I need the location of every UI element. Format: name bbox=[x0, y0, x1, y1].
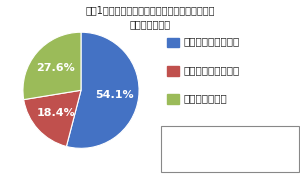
Wedge shape bbox=[24, 90, 81, 146]
Text: 円高・米ドル安方向: 円高・米ドル安方向 bbox=[183, 65, 239, 75]
Wedge shape bbox=[23, 32, 81, 100]
Text: 今後1カ月間の米ドル／円相場の見通しについて
お答えください: 今後1カ月間の米ドル／円相場の見通しについて お答えください bbox=[85, 5, 215, 29]
Text: 54.1%: 54.1% bbox=[95, 90, 134, 99]
Text: （注）四捨五入の関係で全体が
100%に一致しない事がある。: （注）四捨五入の関係で全体が 100%に一致しない事がある。 bbox=[169, 133, 248, 155]
Text: 18.4%: 18.4% bbox=[37, 108, 76, 118]
Wedge shape bbox=[66, 32, 139, 148]
Text: 27.6%: 27.6% bbox=[36, 64, 75, 73]
Text: おおむね横ばい: おおむね横ばい bbox=[183, 93, 227, 103]
Text: 米ドル高・円安方向: 米ドル高・円安方向 bbox=[183, 37, 239, 47]
